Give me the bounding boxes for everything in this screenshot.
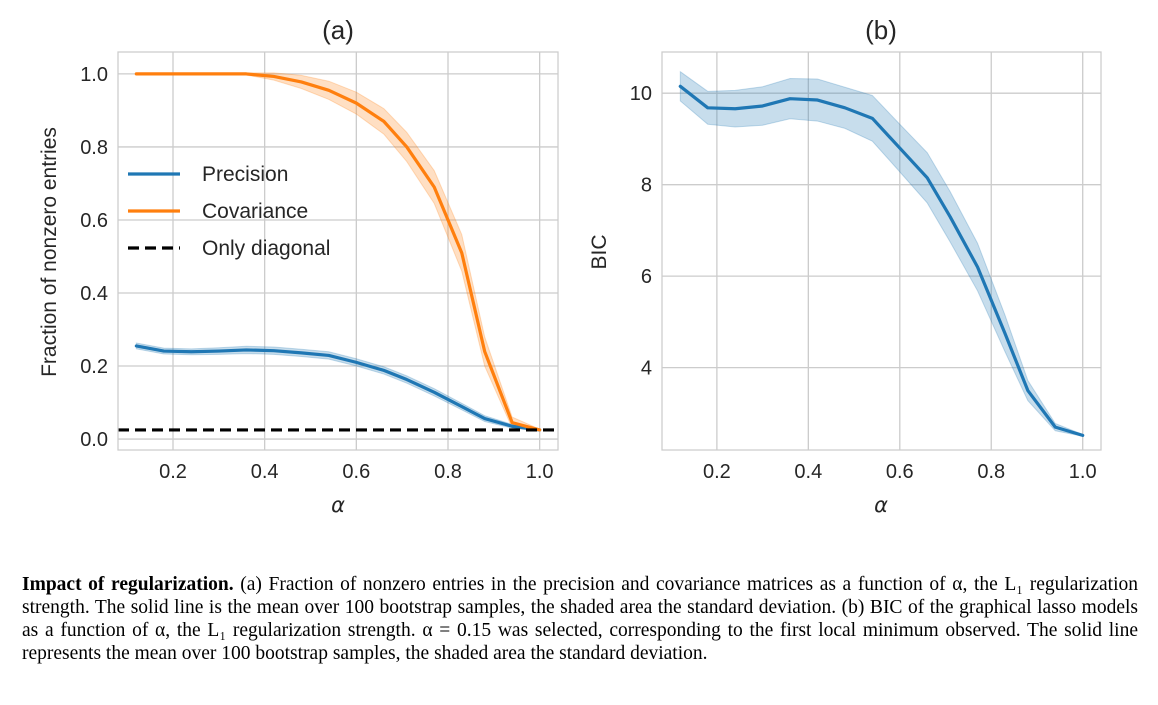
panel-a-frame bbox=[117, 51, 559, 451]
panel-b: (b) 0.2 0.4 0.6 0.8 1.0 4 6 8 10 α BIC bbox=[588, 15, 1102, 517]
panel-b-xlabel: α bbox=[874, 493, 888, 517]
y-tick-label: 0.4 bbox=[80, 283, 108, 305]
y-tick-label: 0.2 bbox=[80, 356, 108, 378]
x-tick-label: 0.4 bbox=[794, 461, 822, 483]
y-tick-label: 4 bbox=[641, 358, 652, 380]
x-tick-label: 0.4 bbox=[251, 461, 279, 483]
panel-b-ticks: 0.2 0.4 0.6 0.8 1.0 4 6 8 10 bbox=[630, 83, 1097, 483]
figure-caption: Impact of regularization. (a) Fraction o… bbox=[22, 573, 1138, 665]
y-tick-label: 8 bbox=[641, 175, 652, 197]
x-tick-label: 0.8 bbox=[977, 461, 1005, 483]
x-tick-label: 1.0 bbox=[526, 461, 554, 483]
panel-a-ylabel: Fraction of nonzero entries bbox=[38, 127, 61, 377]
panel-b-title: (b) bbox=[865, 15, 897, 45]
panel-a-grid bbox=[118, 52, 558, 450]
legend-label: Covariance bbox=[202, 200, 308, 223]
panel-a-bands bbox=[135, 72, 541, 432]
series-line bbox=[678, 84, 1085, 437]
panel-a-xlabel: α bbox=[331, 493, 345, 517]
panel-b-ylabel: BIC bbox=[588, 234, 611, 269]
panel-a-lines bbox=[118, 72, 558, 432]
x-tick-label: 0.6 bbox=[886, 461, 914, 483]
caption-text: (a) Fraction of nonzero entries in the p… bbox=[22, 574, 1138, 664]
legend: Precision Covariance Only diagonal bbox=[128, 163, 330, 260]
covariance-line bbox=[134, 72, 542, 432]
caption-heading: Impact of regularization. bbox=[22, 574, 234, 595]
panel-a-title: (a) bbox=[322, 15, 354, 45]
x-tick-label: 0.2 bbox=[703, 461, 731, 483]
panel-b-grid bbox=[662, 52, 1101, 450]
legend-label: Precision bbox=[202, 163, 288, 186]
x-tick-label: 0.8 bbox=[434, 461, 462, 483]
x-tick-label: 0.2 bbox=[159, 461, 187, 483]
y-tick-label: 6 bbox=[641, 266, 652, 288]
y-tick-label: 1.0 bbox=[80, 64, 108, 86]
panel-a-ticks: 0.2 0.4 0.6 0.8 1.0 0.0 0.2 0.4 0.6 0.8 1.0 bbox=[80, 64, 553, 483]
y-tick-label: 0.8 bbox=[80, 137, 108, 159]
y-tick-label: 0.6 bbox=[80, 210, 108, 232]
panel-b-frame bbox=[661, 51, 1102, 451]
panel-b-lines bbox=[678, 84, 1085, 437]
precision-line bbox=[134, 344, 542, 432]
legend-label: Only diagonal bbox=[202, 237, 330, 260]
y-tick-label: 0.0 bbox=[80, 429, 108, 451]
x-tick-label: 1.0 bbox=[1069, 461, 1097, 483]
covariance-std-band bbox=[136, 72, 541, 432]
panel-a: (a) 0.2 0.4 0.6 0.8 1.00.00.20.40.60.81.0 α … bbox=[38, 15, 559, 517]
x-tick-label: 0.6 bbox=[342, 461, 370, 483]
figure: (a) 0.2 0.4 0.6 0.8 1.00.00.20.40.60.81.0 α … bbox=[38, 15, 1102, 517]
y-tick-label: 10 bbox=[630, 83, 652, 105]
